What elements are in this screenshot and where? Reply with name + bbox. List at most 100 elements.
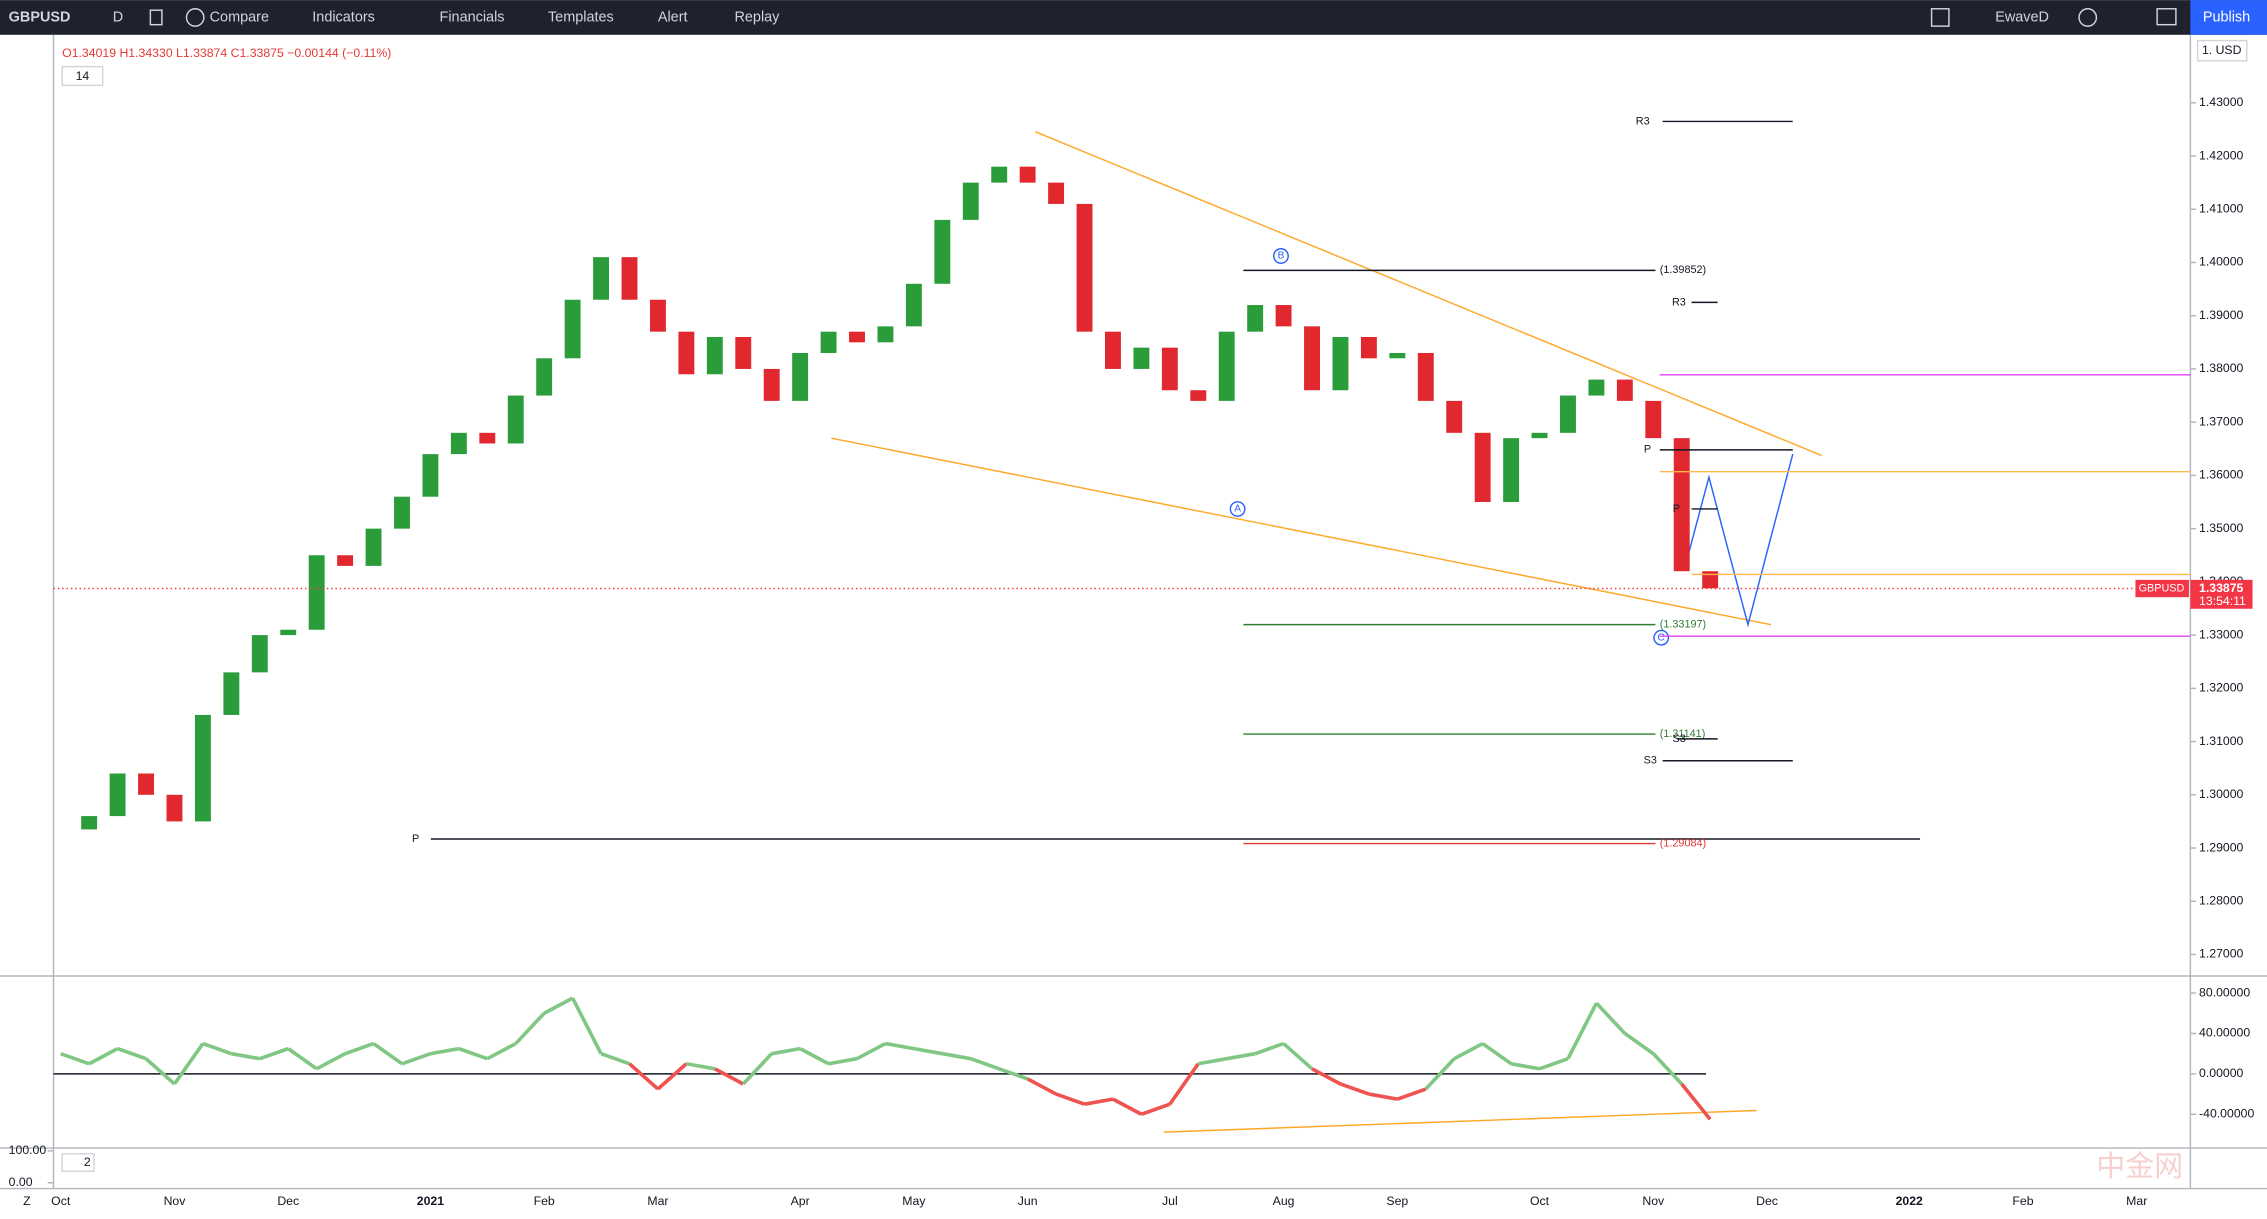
y-tick-label: 1.28000 bbox=[2199, 894, 2244, 908]
y-tick-label: 1.35000 bbox=[2199, 521, 2244, 535]
candle-body bbox=[1304, 326, 1320, 391]
candle-body bbox=[1560, 395, 1576, 433]
y-tick-label: 1.29000 bbox=[2199, 840, 2244, 854]
last-price: 1.33875 bbox=[2199, 581, 2244, 595]
osc-segment bbox=[799, 1047, 830, 1066]
candle-body bbox=[1360, 337, 1377, 359]
financials[interactable]: Financials bbox=[440, 9, 505, 25]
y-tick-label: 1.37000 bbox=[2199, 414, 2244, 428]
countdown: 13:54:11 bbox=[2199, 594, 2246, 608]
currency-box[interactable] bbox=[2196, 39, 2248, 62]
osc-segment bbox=[1510, 1061, 1540, 1071]
osc-segment bbox=[1226, 1051, 1256, 1061]
osc-segment bbox=[600, 1051, 631, 1066]
y-tick-label: 1.41000 bbox=[2199, 201, 2244, 215]
osc-segment bbox=[173, 1042, 205, 1086]
layout-icon[interactable] bbox=[1930, 8, 1950, 27]
wave-circle bbox=[1273, 248, 1289, 264]
time-label: Oct bbox=[1530, 1194, 1550, 1208]
candle-body bbox=[308, 555, 325, 630]
y-tick-label: 1.36000 bbox=[2199, 468, 2244, 482]
osc-segment bbox=[1197, 1056, 1228, 1066]
osc-segment bbox=[486, 1041, 517, 1061]
osc-segment bbox=[259, 1046, 289, 1061]
candle-body bbox=[337, 555, 354, 566]
toolbar: GBPUSD D Compare Indicators Financials T… bbox=[0, 0, 2267, 35]
trend-line bbox=[831, 437, 1772, 626]
pivot-label: R3 bbox=[1672, 296, 1686, 308]
candle-body bbox=[678, 331, 695, 375]
candle-body bbox=[991, 166, 1008, 183]
pivot-label: S3 bbox=[1673, 733, 1686, 745]
candle-body bbox=[820, 331, 837, 353]
time-label: Jul bbox=[1162, 1194, 1178, 1208]
publish-button[interactable] bbox=[2190, 0, 2267, 35]
indicator-box[interactable] bbox=[61, 65, 104, 87]
currency: 1. USD bbox=[2202, 43, 2242, 57]
candle-body bbox=[962, 182, 979, 220]
indicators[interactable]: Indicators bbox=[312, 9, 375, 25]
candle-body bbox=[905, 283, 922, 327]
osc-segment bbox=[1453, 1041, 1484, 1061]
candle-body bbox=[223, 672, 240, 715]
compare[interactable]: Compare bbox=[210, 9, 269, 25]
replay[interactable]: Replay bbox=[734, 9, 780, 25]
time-label: Feb bbox=[2012, 1194, 2033, 1208]
osc-segment bbox=[713, 1067, 745, 1086]
y-tick-label: 1.33000 bbox=[2199, 627, 2244, 641]
osc-segment bbox=[372, 1042, 404, 1066]
pivot-label: (1.33197) bbox=[1660, 618, 1706, 630]
alert[interactable]: Alert bbox=[658, 9, 688, 25]
osc-segment bbox=[913, 1046, 943, 1056]
snapshot-icon[interactable] bbox=[2156, 8, 2177, 26]
osc-segment bbox=[828, 1056, 858, 1066]
osc-segment bbox=[315, 1052, 346, 1071]
osc-segment bbox=[1254, 1041, 1285, 1056]
osc-segment bbox=[88, 1047, 119, 1066]
candle-body bbox=[1133, 347, 1150, 369]
osc-segment bbox=[401, 1051, 432, 1066]
layout-name[interactable]: EwaveD bbox=[1995, 9, 2049, 25]
osc-segment bbox=[628, 1062, 660, 1091]
osc-segment bbox=[1680, 1082, 1712, 1121]
time-label: Oct bbox=[51, 1194, 71, 1208]
pivot-label: (1.29084) bbox=[1660, 837, 1706, 849]
y-tick-label: 1.42000 bbox=[2199, 148, 2244, 162]
candle-body bbox=[1645, 400, 1662, 439]
watermark: 中金网 bbox=[2096, 1151, 2183, 1183]
candle-body bbox=[706, 337, 723, 375]
settings-icon[interactable] bbox=[2078, 8, 2098, 27]
candle-body bbox=[507, 395, 524, 444]
candle-body bbox=[735, 337, 752, 369]
osc-segment bbox=[741, 1052, 774, 1086]
time-label: Nov bbox=[1642, 1194, 1665, 1208]
templates[interactable]: Templates bbox=[548, 9, 614, 25]
chart-type-icon[interactable] bbox=[149, 9, 163, 26]
candle-body bbox=[1474, 432, 1491, 503]
pivot-label: (1.39852) bbox=[1660, 264, 1706, 276]
y-tick-label: 1.27000 bbox=[2199, 947, 2244, 961]
symbol[interactable]: GBPUSD bbox=[9, 9, 71, 25]
y-tick-label: 1.43000 bbox=[2199, 95, 2244, 109]
publish[interactable]: Publish bbox=[2203, 9, 2250, 25]
y-tick-label: -40.00000 bbox=[2199, 1107, 2254, 1121]
wave-label: A bbox=[1234, 504, 1241, 515]
y-tick-label: 1.38000 bbox=[2199, 361, 2244, 375]
osc-segment bbox=[885, 1041, 915, 1051]
y-tick-label: 1.32000 bbox=[2199, 681, 2244, 695]
candle-body bbox=[1218, 331, 1235, 401]
time-label: Sep bbox=[1386, 1194, 1408, 1208]
osc-segment bbox=[856, 1041, 887, 1061]
osc-segment bbox=[1481, 1042, 1513, 1066]
candle-body bbox=[763, 368, 780, 401]
time-label: Mar bbox=[647, 1194, 668, 1208]
osc-segment bbox=[144, 1057, 176, 1086]
interval[interactable]: D bbox=[113, 9, 123, 25]
candle-body bbox=[934, 219, 951, 284]
compare-icon[interactable] bbox=[185, 8, 205, 27]
wave-circle bbox=[1229, 501, 1246, 517]
candle-body bbox=[1105, 331, 1121, 369]
osc-segment bbox=[1140, 1102, 1171, 1116]
pivot-label: S3 bbox=[1644, 755, 1657, 767]
time-label: Dec bbox=[1756, 1194, 1778, 1208]
